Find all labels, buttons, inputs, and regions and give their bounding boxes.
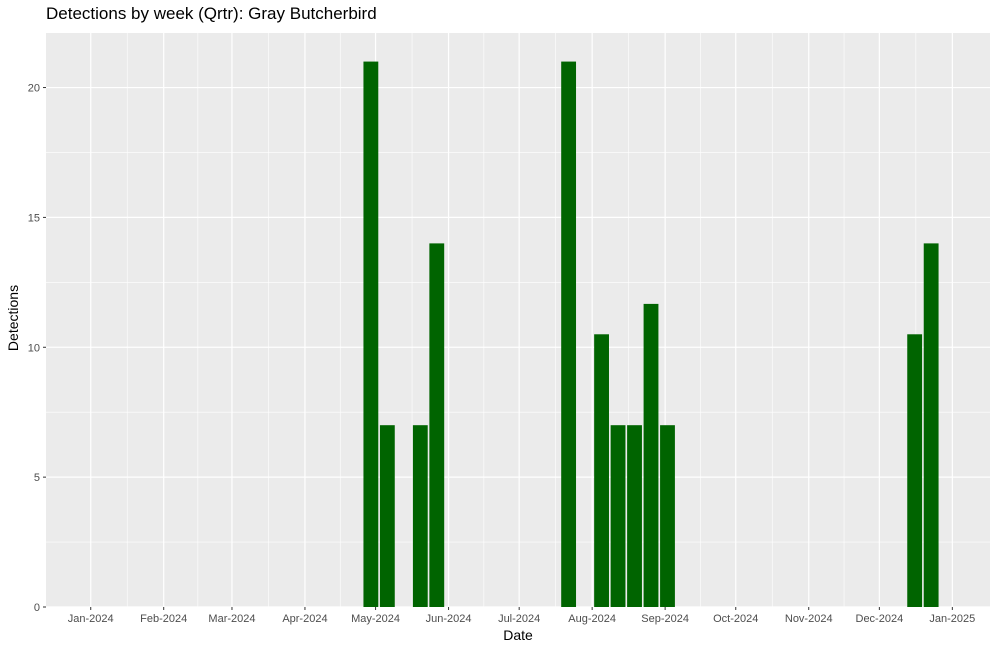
x-axis-title: Date — [503, 627, 533, 643]
x-tick-label: Mar-2024 — [208, 613, 255, 625]
x-tick-label: Apr-2024 — [282, 613, 327, 625]
x-tick-label: Oct-2024 — [713, 613, 758, 625]
bar — [627, 425, 642, 607]
chart-title: Detections by week (Qrtr): Gray Butcherb… — [46, 4, 377, 23]
x-tick-label: May-2024 — [351, 613, 400, 625]
x-tick-label: Jan-2025 — [929, 613, 975, 625]
bar — [643, 303, 659, 607]
bar — [610, 425, 626, 607]
bar — [429, 243, 445, 607]
x-axis: Jan-2024 Feb-2024 Mar-2024 Apr-2024 May-2024… — [68, 607, 975, 625]
x-tick-label: Jan-2024 — [68, 613, 114, 625]
bar — [363, 61, 379, 608]
bar — [594, 334, 609, 607]
bar — [907, 334, 923, 607]
grid-lines — [46, 33, 990, 608]
y-tick-label: 10 — [28, 342, 40, 354]
y-axis: 0 5 10 15 20 — [28, 83, 46, 614]
bars — [363, 61, 939, 608]
y-tick-label: 0 — [34, 602, 40, 614]
y-tick-label: 15 — [28, 212, 40, 224]
y-tick-label: 5 — [34, 472, 40, 484]
x-tick-label: Feb-2024 — [140, 613, 187, 625]
x-tick-label: Nov-2024 — [785, 613, 833, 625]
x-tick-label: Sep-2024 — [641, 613, 689, 625]
bar — [660, 425, 675, 607]
bar — [561, 61, 577, 608]
bar — [379, 425, 395, 607]
x-tick-label: Jul-2024 — [498, 613, 540, 625]
bar — [923, 243, 939, 607]
bar — [412, 425, 428, 607]
x-tick-label: Dec-2024 — [856, 613, 904, 625]
y-axis-title: Detections — [5, 285, 21, 351]
x-tick-label: Jun-2024 — [426, 613, 472, 625]
y-tick-label: 20 — [28, 83, 40, 95]
plot-panel — [46, 33, 990, 607]
x-tick-label: Aug-2024 — [568, 613, 616, 625]
